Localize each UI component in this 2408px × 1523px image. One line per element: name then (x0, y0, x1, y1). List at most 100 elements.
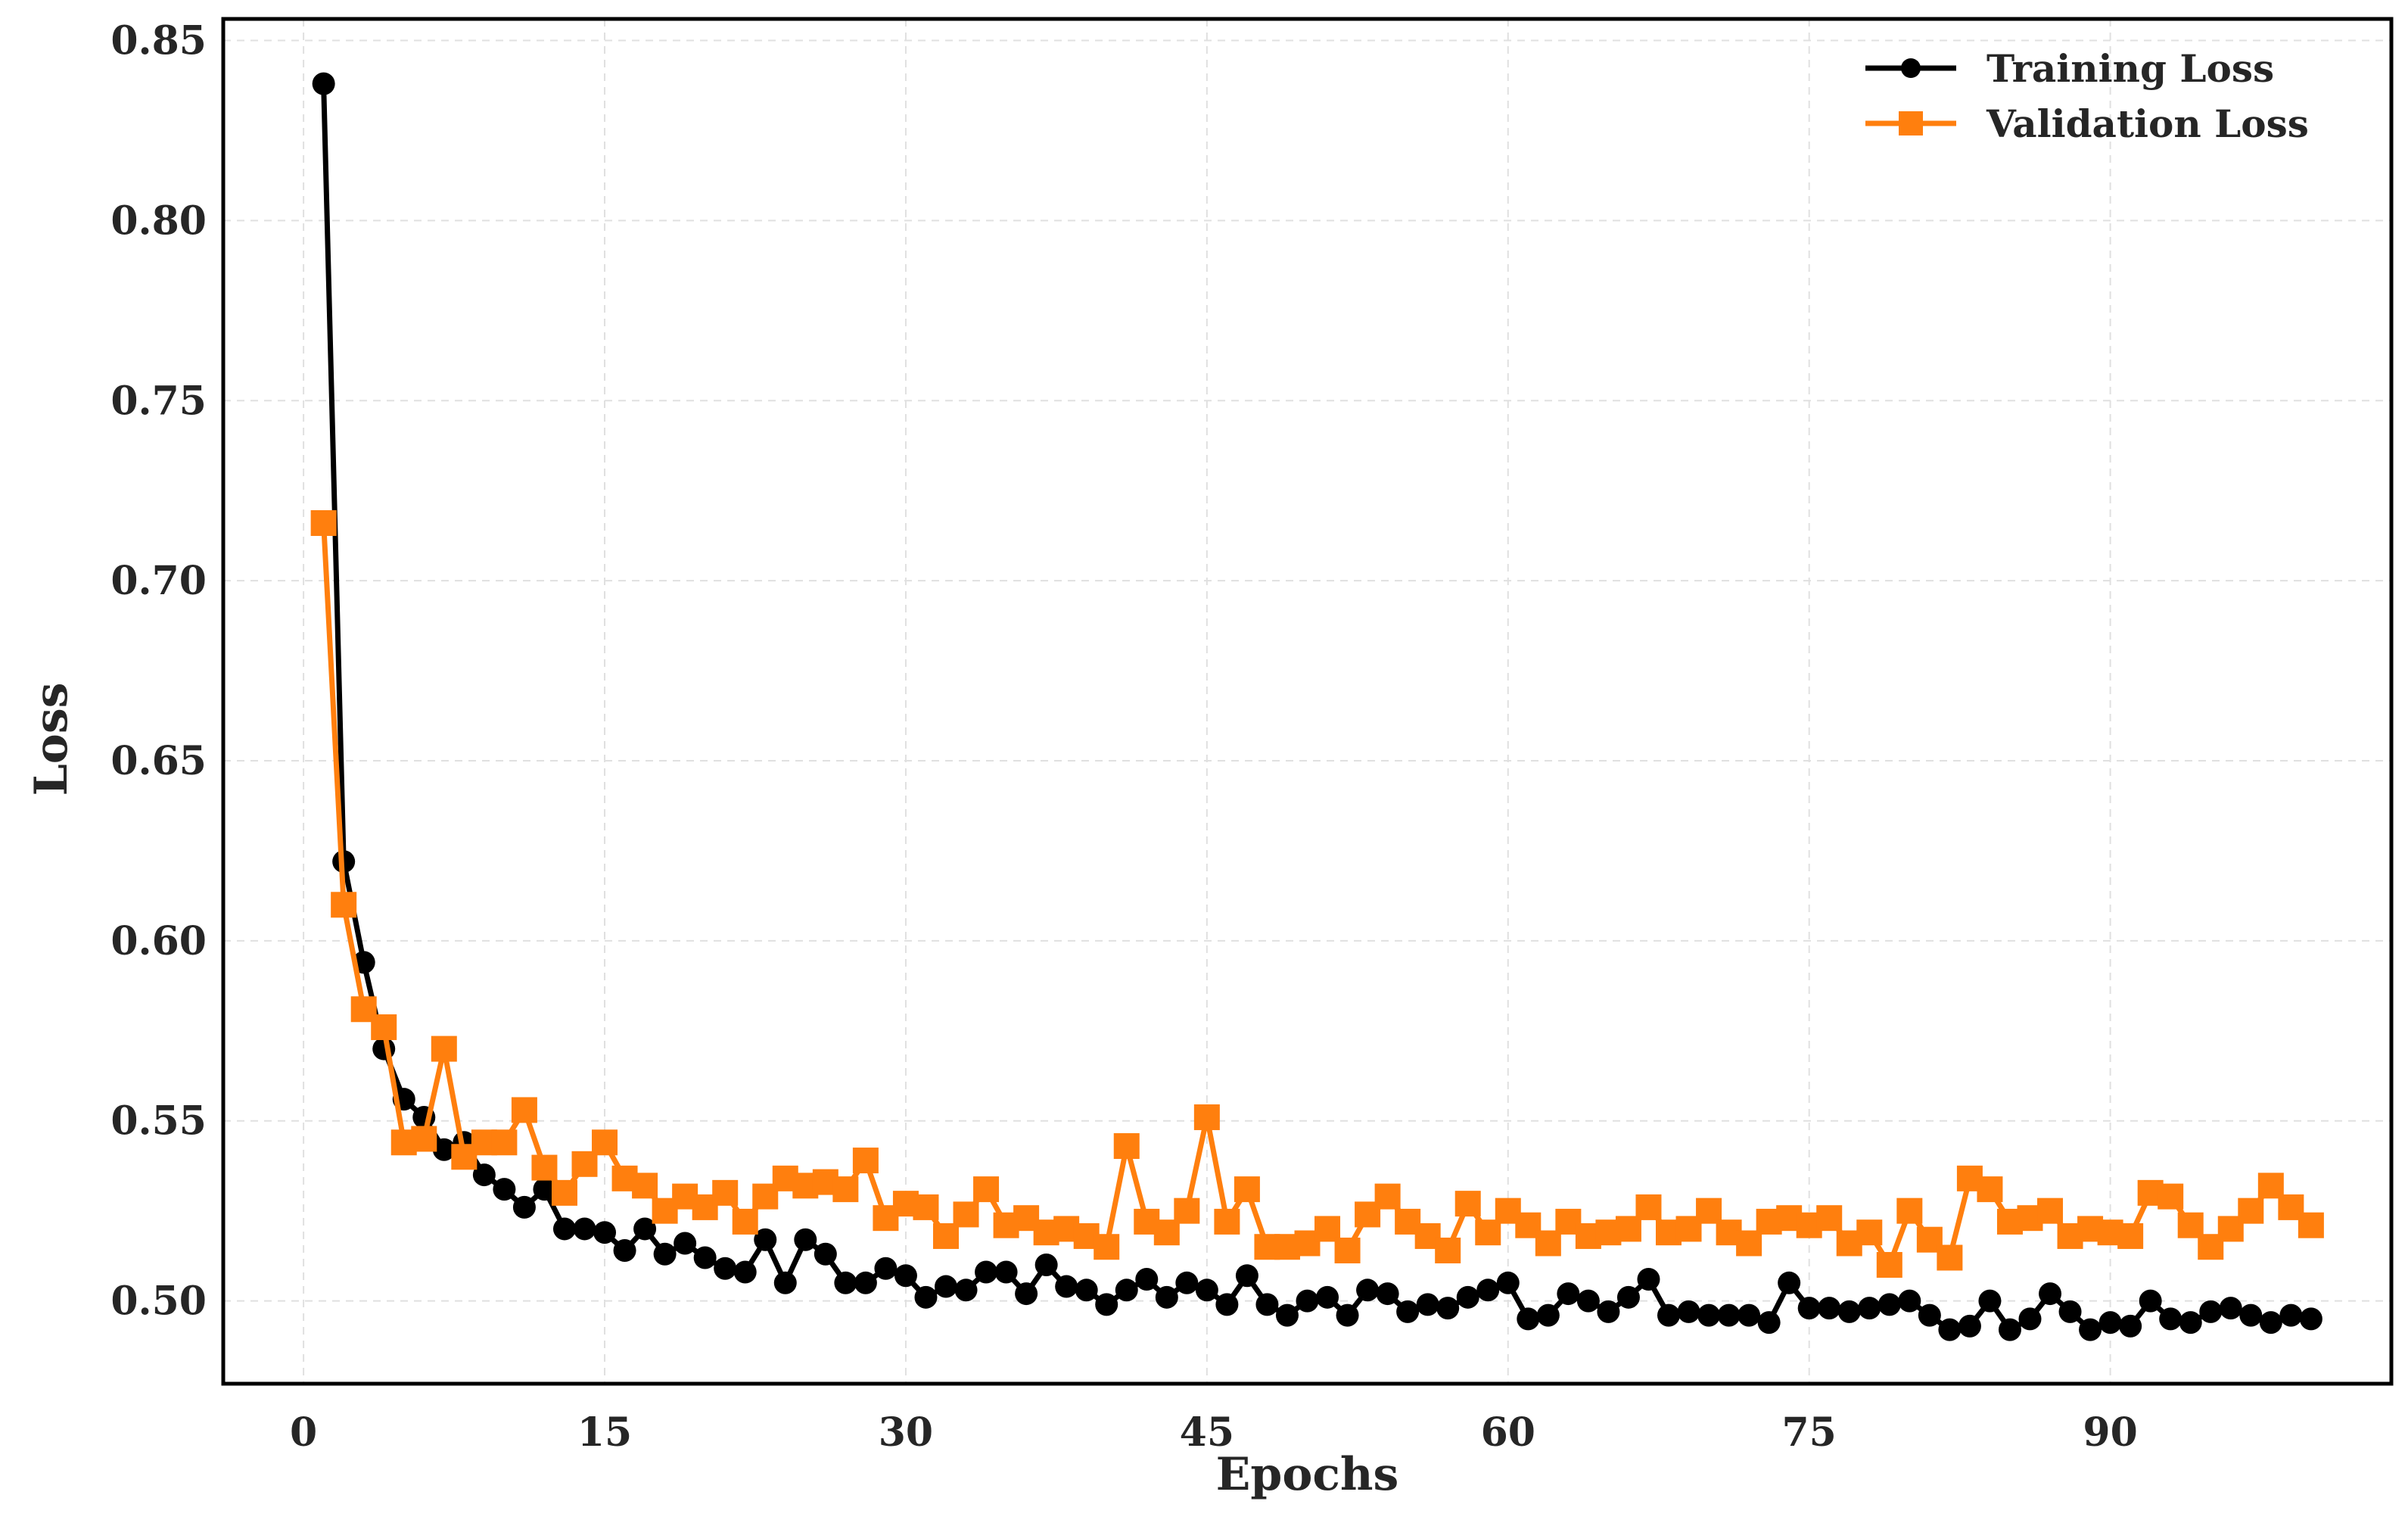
data-point (693, 1246, 717, 1269)
data-point (531, 1154, 558, 1181)
data-point (1195, 1279, 1218, 1302)
data-point (653, 1242, 677, 1266)
data-point (2018, 1307, 2042, 1331)
y-axis-ticks: 0.50 0.55 0.60 0.65 0.70 0.75 0.80 0.85 (110, 18, 207, 1325)
data-point (2159, 1307, 2182, 1331)
legend-item-validation: Validation Loss (1865, 101, 2309, 146)
data-point (1214, 1208, 1240, 1235)
series-line (321, 522, 2313, 1268)
data-point (894, 1264, 917, 1288)
data-point (1316, 1285, 1339, 1309)
data-point (1174, 1198, 1200, 1224)
data-point (310, 510, 337, 537)
data-point (733, 1260, 757, 1284)
data-point (1435, 1237, 1461, 1263)
data-point (573, 1217, 596, 1241)
data-point (1135, 1268, 1159, 1291)
data-point (1153, 1219, 1180, 1246)
x-axis-label: Epochs (1216, 1448, 1399, 1501)
data-point (1696, 1198, 1722, 1224)
data-point (1717, 1303, 1741, 1327)
data-point (533, 1178, 556, 1201)
data-point (994, 1260, 1018, 1284)
data-point (1998, 1318, 2021, 1341)
data-point (2238, 1198, 2264, 1224)
data-point (632, 1173, 658, 1199)
data-point (1517, 1307, 1540, 1331)
data-point (551, 1179, 577, 1206)
data-point (1416, 1293, 1439, 1316)
data-point (1637, 1268, 1660, 1291)
data-point (2158, 1183, 2184, 1210)
data-point (1535, 1230, 1561, 1257)
data-point (2079, 1318, 2102, 1341)
data-point (1615, 1216, 1641, 1242)
data-point (491, 1129, 518, 1156)
data-point (1475, 1219, 1501, 1246)
data-point (954, 1279, 978, 1302)
data-point (2117, 1222, 2144, 1249)
data-point (933, 1222, 959, 1249)
data-point (1616, 1285, 1640, 1309)
data-point (1958, 1314, 1981, 1338)
data-point (2177, 1212, 2204, 1238)
circle-marker-icon (1901, 58, 1921, 78)
y-tick-label: 0.55 (110, 1098, 207, 1145)
data-point (2299, 1307, 2322, 1331)
data-point (732, 1208, 758, 1235)
data-point (2259, 1311, 2282, 1335)
data-point (1898, 1289, 1921, 1313)
x-tick-label: 75 (1782, 1409, 1837, 1456)
data-point (493, 1178, 516, 1201)
x-tick-label: 90 (2083, 1409, 2137, 1456)
x-tick-label: 15 (577, 1409, 632, 1456)
data-point (1738, 1303, 1761, 1327)
data-point (1635, 1194, 1662, 1220)
data-point (1818, 1297, 1841, 1320)
data-point (2039, 1282, 2062, 1306)
data-point (2139, 1289, 2162, 1313)
data-point (512, 1195, 536, 1219)
data-point (571, 1151, 598, 1177)
data-point (1235, 1264, 1258, 1288)
y-tick-label: 0.60 (110, 918, 207, 964)
data-point (1816, 1205, 1843, 1232)
data-point (2298, 1212, 2324, 1238)
data-point (1757, 1311, 1781, 1335)
y-tick-label: 0.70 (110, 558, 207, 604)
x-tick-label: 0 (290, 1409, 317, 1456)
data-point (331, 892, 357, 918)
legend-item-training: Training Loss (1865, 46, 2274, 91)
data-point (834, 1271, 857, 1294)
data-point (1055, 1275, 1078, 1298)
data-point (1856, 1219, 1883, 1246)
data-point (592, 1129, 618, 1156)
data-point (1015, 1282, 1038, 1306)
data-point (633, 1217, 657, 1241)
data-point (1275, 1303, 1299, 1327)
data-point (1374, 1183, 1401, 1210)
plot-area (310, 72, 2324, 1341)
data-point (552, 1217, 576, 1241)
data-point (431, 1036, 457, 1062)
data-point (2098, 1311, 2122, 1335)
data-point (773, 1271, 797, 1294)
data-point (1557, 1282, 1580, 1306)
data-point (1576, 1289, 1600, 1313)
data-point (832, 1176, 859, 1203)
data-point (1878, 1293, 1901, 1316)
data-point (1496, 1271, 1520, 1294)
data-point (1436, 1297, 1460, 1320)
data-point (371, 1014, 397, 1041)
data-point (2119, 1314, 2142, 1338)
data-point (511, 1097, 537, 1123)
y-tick-label: 0.85 (110, 18, 207, 64)
data-point (1193, 1104, 1220, 1130)
data-point (1095, 1293, 1118, 1316)
data-point (1896, 1198, 1923, 1224)
data-point (1657, 1303, 1680, 1327)
data-point (1837, 1300, 1861, 1323)
square-marker-icon (1899, 111, 1923, 135)
data-point (1175, 1271, 1199, 1294)
data-point (2239, 1303, 2263, 1327)
